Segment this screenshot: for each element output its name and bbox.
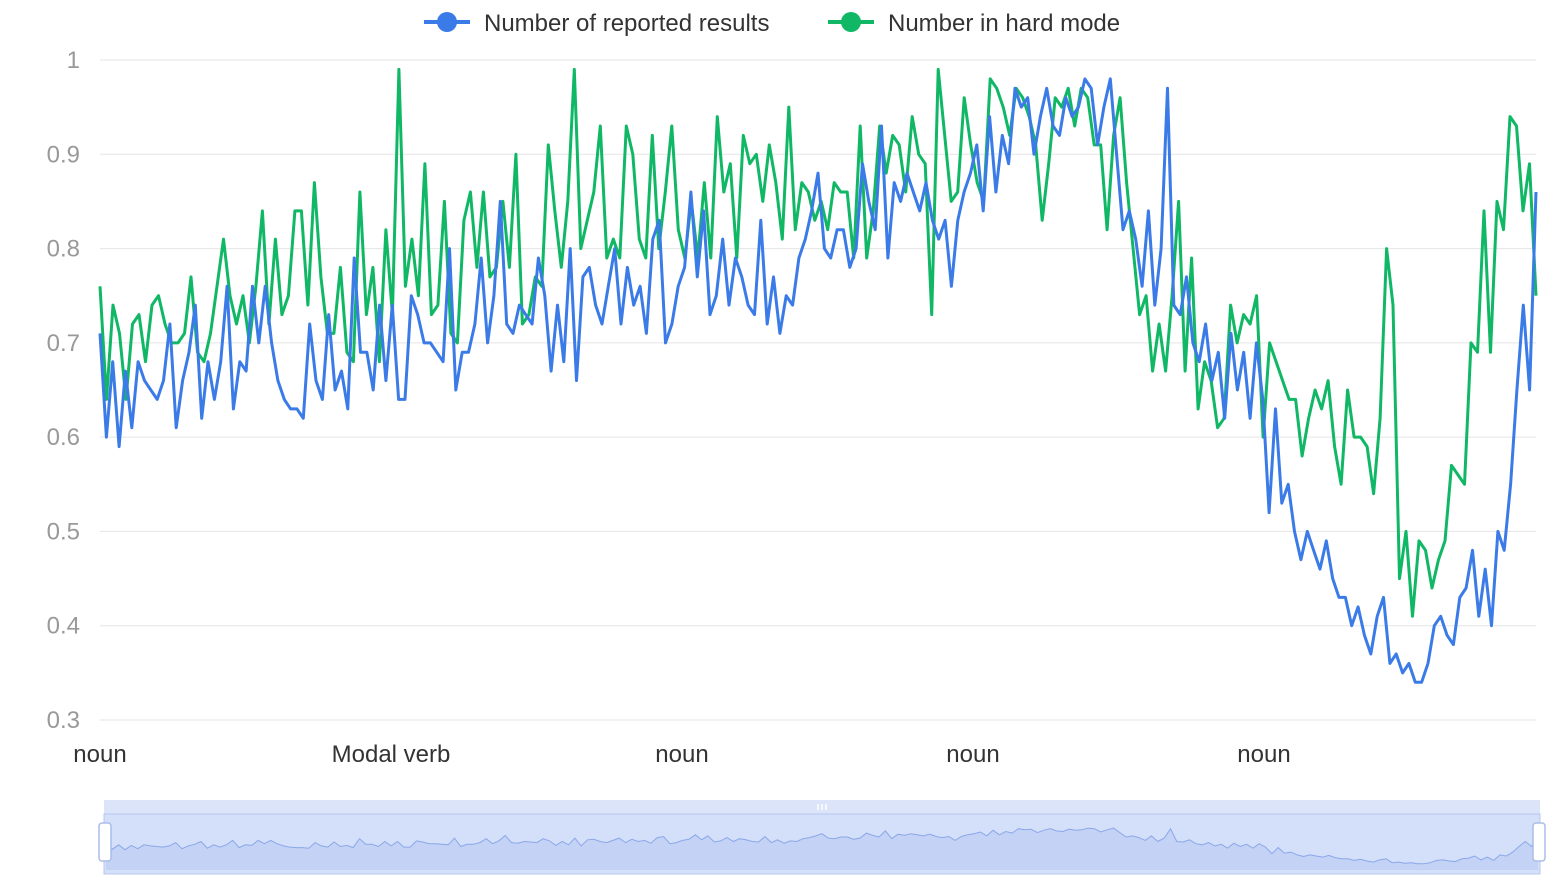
x-tick-label: noun	[73, 741, 126, 768]
y-tick-label: 0.9	[47, 141, 80, 168]
legend-dot-icon	[841, 12, 861, 32]
y-tick-label: 0.7	[47, 330, 80, 357]
legend-label-hard-mode: Number in hard mode	[888, 10, 1120, 37]
zoom-start-handle-icon[interactable]	[98, 822, 112, 862]
zoom-preview-series	[105, 827, 1539, 865]
gridlines	[100, 59, 1536, 721]
zoom-preview-line	[105, 827, 1539, 870]
plot-area	[98, 67, 1538, 684]
legend-label-reported-results: Number of reported results	[484, 10, 769, 37]
legend: Number of reported results Number in har…	[424, 10, 1120, 37]
x-tick-label: noun	[655, 741, 708, 768]
y-tick-label: 1	[67, 47, 80, 74]
y-tick-label: 0.5	[47, 518, 80, 545]
zoom-slider[interactable]	[98, 800, 1546, 875]
y-tick-label: 0.3	[47, 707, 80, 734]
y-tick-label: 0.6	[47, 424, 80, 451]
legend-dot-icon	[437, 12, 457, 32]
x-tick-label: noun	[1237, 741, 1290, 768]
series-line-hard-mode[interactable]	[98, 67, 1538, 618]
zoom-preview-area	[106, 828, 1538, 870]
series-line-reported-results[interactable]	[98, 77, 1538, 684]
y-tick-label: 0.8	[47, 236, 80, 263]
zoom-end-handle-icon[interactable]	[1532, 822, 1546, 862]
x-tick-label: noun	[946, 741, 999, 768]
zoom-grip-icon[interactable]	[817, 804, 827, 810]
y-tick-label: 0.4	[47, 613, 80, 640]
y-axis-tick-labels: 1 0.9 0.8 0.7 0.6 0.5 0.4 0.3	[47, 47, 80, 734]
legend-item-reported-results[interactable]: Number of reported results	[424, 10, 769, 37]
legend-item-hard-mode[interactable]: Number in hard mode	[828, 10, 1120, 37]
x-axis-tick-labels: noun Modal verb noun noun noun	[73, 741, 1290, 768]
x-tick-label: Modal verb	[332, 741, 451, 768]
